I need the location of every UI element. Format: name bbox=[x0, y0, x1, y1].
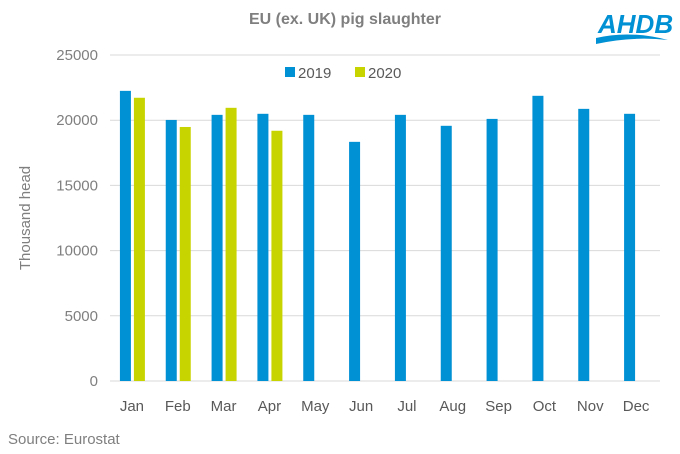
x-tick-label: May bbox=[301, 398, 330, 415]
x-tick-label: Mar bbox=[211, 398, 237, 415]
svg-text:AHDB: AHDB bbox=[597, 9, 673, 39]
bar-2019-Dec bbox=[624, 113, 636, 382]
x-tick-label: Feb bbox=[165, 398, 191, 415]
bar-2019-Apr bbox=[257, 113, 269, 382]
ahdb-logo: AHDB bbox=[596, 9, 673, 44]
x-tick-label: Nov bbox=[577, 398, 604, 415]
bar-2020-Jan bbox=[133, 97, 145, 381]
x-tick-label: Jun bbox=[349, 398, 373, 415]
legend-label-2019: 2019 bbox=[298, 65, 331, 82]
bar-2019-Mar bbox=[211, 114, 223, 381]
bar-2020-Mar bbox=[225, 107, 237, 381]
bar-2019-Jul bbox=[394, 114, 406, 381]
bar-2019-Feb bbox=[165, 119, 177, 381]
bar-2019-Aug bbox=[440, 125, 452, 382]
y-tick-label: 5000 bbox=[65, 308, 98, 325]
chart-title: EU (ex. UK) pig slaughter bbox=[249, 11, 441, 28]
bar-2019-Sep bbox=[486, 118, 498, 381]
legend-swatch-2020 bbox=[355, 67, 365, 77]
bar-2019-Jan bbox=[119, 90, 131, 382]
x-tick-label: Sep bbox=[485, 398, 512, 415]
y-tick-label: 10000 bbox=[56, 243, 98, 260]
source-note: Source: Eurostat bbox=[8, 431, 121, 448]
y-tick-label: 15000 bbox=[56, 177, 98, 194]
x-tick-label: Oct bbox=[533, 398, 557, 415]
bar-2020-Apr bbox=[271, 130, 283, 381]
legend-label-2020: 2020 bbox=[368, 65, 401, 82]
x-tick-label: Jul bbox=[397, 398, 416, 415]
x-tick-label: Aug bbox=[439, 398, 466, 415]
bar-2020-Feb bbox=[179, 126, 191, 381]
x-tick-label: Jan bbox=[120, 398, 144, 415]
y-tick-label: 0 bbox=[90, 373, 98, 390]
legend-swatch-2019 bbox=[285, 67, 295, 77]
bar-2019-May bbox=[303, 114, 315, 381]
x-tick-label: Apr bbox=[258, 398, 281, 415]
y-axis-label: Thousand head bbox=[17, 166, 34, 270]
bar-2019-Nov bbox=[578, 108, 590, 382]
bar-2019-Oct bbox=[532, 95, 544, 382]
y-tick-label: 25000 bbox=[56, 47, 98, 64]
bar-2019-Jun bbox=[349, 141, 361, 381]
y-tick-label: 20000 bbox=[56, 112, 98, 129]
x-tick-label: Dec bbox=[623, 398, 650, 415]
